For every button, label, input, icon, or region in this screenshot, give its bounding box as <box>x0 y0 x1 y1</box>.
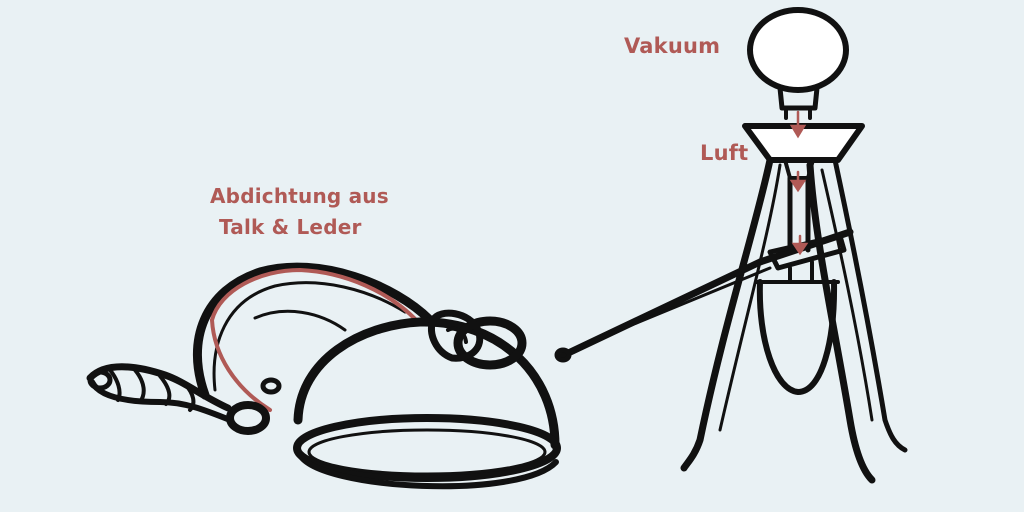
seal-ring-lower <box>210 318 272 412</box>
ring-handle-grip <box>428 309 484 362</box>
vacuum-label: Vakuum <box>624 34 721 58</box>
ring-handle-hole <box>446 326 468 344</box>
front-hemisphere-base <box>297 452 559 490</box>
rope-end <box>87 369 113 391</box>
pump-bowl <box>756 279 838 395</box>
tripod-leg-left-inner <box>718 163 782 432</box>
back-hemisphere-shadow <box>253 309 347 332</box>
vacuum-pump <box>554 7 908 484</box>
left-hemispheres <box>86 262 561 490</box>
back-hemisphere-outline <box>193 262 435 400</box>
seal-label-line-1: Abdichtung aus <box>210 184 389 208</box>
rope-handle <box>86 363 232 412</box>
bulb-neck-collar <box>784 106 812 120</box>
pump-pipe <box>787 175 811 253</box>
rope-twist-4 <box>183 382 196 412</box>
bulb-neck <box>777 85 820 111</box>
seal-ring <box>210 268 420 324</box>
arrow-1-head <box>789 124 807 139</box>
pump-lever-tip <box>554 347 572 363</box>
ring-handle-outer <box>453 316 527 370</box>
front-hemisphere-rim-inner <box>307 428 547 476</box>
arrow-3-head <box>791 242 809 256</box>
pump-strap <box>788 260 814 284</box>
airflow-arrows <box>789 110 809 256</box>
rope-twist-3 <box>158 374 172 406</box>
rope-handle-lower <box>89 379 233 423</box>
pump-clamp <box>767 233 847 271</box>
tripod-leg-middle <box>806 161 876 484</box>
arrow-2-head <box>789 179 807 193</box>
air-label: Luft <box>700 141 749 165</box>
rope-twist-1 <box>108 368 122 402</box>
front-hemisphere-rim <box>293 414 561 482</box>
tripod-leg-right <box>832 157 908 453</box>
back-ring-handle <box>226 401 270 435</box>
back-hemisphere-inner <box>212 281 407 392</box>
rivet <box>260 377 282 395</box>
tripod-leg-left <box>680 156 774 472</box>
front-hemisphere-dome <box>293 317 560 450</box>
seal-label-line-2: Talk & Leder <box>219 215 362 239</box>
vacuum-bulb <box>747 7 849 93</box>
rope-twist-2 <box>133 368 146 404</box>
pump-lever-lower <box>564 266 772 354</box>
funnel <box>742 123 865 163</box>
tripod-leg-right-inner <box>820 168 874 422</box>
